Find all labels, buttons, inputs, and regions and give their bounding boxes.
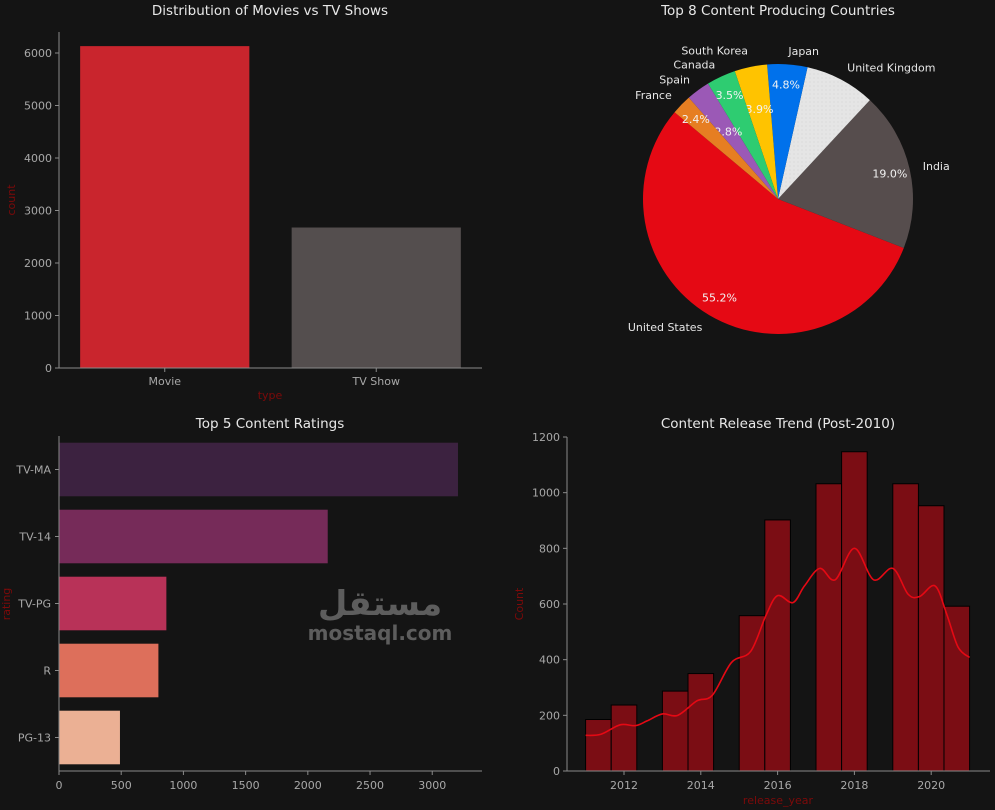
x-tick-label: 2500 bbox=[356, 779, 384, 792]
slice-japan bbox=[767, 64, 808, 199]
plot-area: 55.2%19.0%4.8%3.9%3.5%2.8%2.4%United Sta… bbox=[628, 44, 950, 334]
y-tick-label: 1000 bbox=[24, 310, 52, 323]
y-tick-label: PG-13 bbox=[18, 732, 51, 745]
chart-title: Top 5 Content Ratings bbox=[195, 416, 345, 432]
slice-india bbox=[778, 100, 913, 248]
x-tick-label: 0 bbox=[56, 779, 63, 792]
x-axis-label: release_year bbox=[743, 794, 814, 807]
histogram-bar bbox=[917, 505, 945, 772]
slice-united-states bbox=[642, 112, 904, 334]
slice-pct-canada: 3.5% bbox=[716, 89, 744, 102]
x-axis-label: type bbox=[258, 389, 283, 402]
x-tick-label: 1000 bbox=[169, 779, 197, 792]
x-tick-label: 500 bbox=[111, 779, 132, 792]
chart-title: Content Release Trend (Post-2010) bbox=[661, 416, 895, 432]
slice-france bbox=[674, 97, 778, 199]
y-tick-label: TV-14 bbox=[18, 531, 51, 544]
svg-text:mostaql.com: mostaql.com bbox=[308, 621, 453, 645]
bar-r bbox=[59, 643, 159, 698]
slice-pct-united-states: 55.2% bbox=[702, 292, 737, 305]
y-axis-label: rating bbox=[0, 588, 13, 621]
y-axis-label: Count bbox=[513, 587, 526, 620]
y-tick-label: 6000 bbox=[24, 47, 52, 60]
y-tick-label: 0 bbox=[553, 765, 560, 778]
slice-label-india: India bbox=[923, 160, 950, 173]
y-tick-label: 0 bbox=[45, 362, 52, 375]
bar-tv-show bbox=[291, 227, 461, 368]
y-tick-label: 1200 bbox=[532, 431, 560, 444]
bar-movie bbox=[80, 46, 250, 369]
histogram-bar bbox=[943, 605, 971, 772]
histogram-bar bbox=[892, 483, 919, 772]
slice-label-united-states: United States bbox=[628, 321, 703, 334]
x-tick-label: 2020 bbox=[917, 779, 945, 792]
slice-label-canada: Canada bbox=[673, 58, 715, 71]
bar-tv-pg bbox=[59, 576, 167, 631]
slice-pct-india: 19.0% bbox=[872, 167, 907, 180]
slice-pct-south-korea: 3.9% bbox=[745, 103, 773, 116]
y-tick-label: R bbox=[43, 665, 51, 678]
svg-text:مستقل: مستقل bbox=[318, 584, 442, 624]
y-tick-label: TV-PG bbox=[17, 598, 51, 611]
x-tick-label: 2016 bbox=[764, 779, 792, 792]
y-tick-label: 400 bbox=[539, 654, 560, 667]
y-tick-label: TV-MA bbox=[15, 464, 51, 477]
y-tick-label: 800 bbox=[539, 542, 560, 555]
histogram-bar bbox=[815, 483, 843, 772]
slice-united-kingdom bbox=[778, 67, 870, 200]
bar-tv-ma bbox=[59, 442, 458, 497]
y-axis-label: count bbox=[5, 184, 18, 216]
x-tick-label: TV Show bbox=[352, 375, 400, 388]
slice-south-korea bbox=[734, 64, 778, 199]
type-distribution-chart: Distribution of Movies vs TV Shows type … bbox=[5, 3, 482, 402]
plot-area: 0 200 400 600 800 1000 1200 2012 2014 2016 2018 202… bbox=[532, 431, 990, 792]
watermark-logo: مستقل mostaql.com bbox=[308, 584, 453, 645]
histogram-bar bbox=[585, 719, 612, 772]
slice-canada bbox=[707, 71, 778, 199]
slice-label-united-kingdom: United Kingdom bbox=[847, 62, 935, 75]
kde-line bbox=[585, 547, 971, 737]
histogram-bar bbox=[738, 615, 766, 772]
histogram-bar bbox=[841, 451, 868, 772]
slice-pct-japan: 4.8% bbox=[772, 79, 800, 92]
histogram-bar bbox=[764, 519, 791, 772]
x-tick-label: 2018 bbox=[840, 779, 868, 792]
chart-title: Distribution of Movies vs TV Shows bbox=[152, 3, 388, 19]
x-tick-label: 1500 bbox=[232, 779, 260, 792]
bar-pg-13 bbox=[59, 710, 120, 765]
plot-area: Movie TV Show 0 1000 2000 3000 4000 5000 6000 bbox=[24, 32, 482, 388]
chart-title: Top 8 Content Producing Countries bbox=[660, 3, 895, 19]
slice-spain bbox=[688, 83, 778, 199]
x-tick-label: 2012 bbox=[610, 779, 638, 792]
histogram-bar bbox=[610, 704, 638, 772]
y-tick-label: 4000 bbox=[24, 152, 52, 165]
bar-tv-14 bbox=[59, 509, 328, 564]
slice-label-japan: Japan bbox=[787, 45, 819, 58]
slice-label-south-korea: South Korea bbox=[681, 44, 748, 57]
y-tick-label: 1000 bbox=[532, 487, 560, 500]
release-trend-chart: Content Release Trend (Post-2010) releas… bbox=[513, 416, 990, 807]
y-tick-label: 600 bbox=[539, 598, 560, 611]
y-tick-label: 5000 bbox=[24, 100, 52, 113]
countries-pie-chart: Top 8 Content Producing Countries 55.2% 1… bbox=[628, 3, 950, 334]
slice-label-france: France bbox=[635, 89, 672, 102]
x-tick-label: 2014 bbox=[687, 779, 715, 792]
plot-area: TV-MA TV-14 TV-PG R PG-13 0 500 1000 1500 2000 250… bbox=[15, 436, 482, 792]
ratings-chart: Top 5 Content Ratings rating TV-MATV-14T… bbox=[0, 416, 482, 792]
y-tick-label: 3000 bbox=[24, 205, 52, 218]
y-tick-label: 200 bbox=[539, 709, 560, 722]
x-tick-label: 2000 bbox=[294, 779, 322, 792]
x-tick-label: Movie bbox=[148, 375, 181, 388]
x-tick-label: 3000 bbox=[418, 779, 446, 792]
y-tick-label: 2000 bbox=[24, 257, 52, 270]
histogram-bar bbox=[661, 690, 689, 772]
slice-pct-france: 2.4% bbox=[682, 113, 710, 126]
slice-label-spain: Spain bbox=[659, 73, 690, 86]
histogram-bar bbox=[687, 673, 715, 772]
